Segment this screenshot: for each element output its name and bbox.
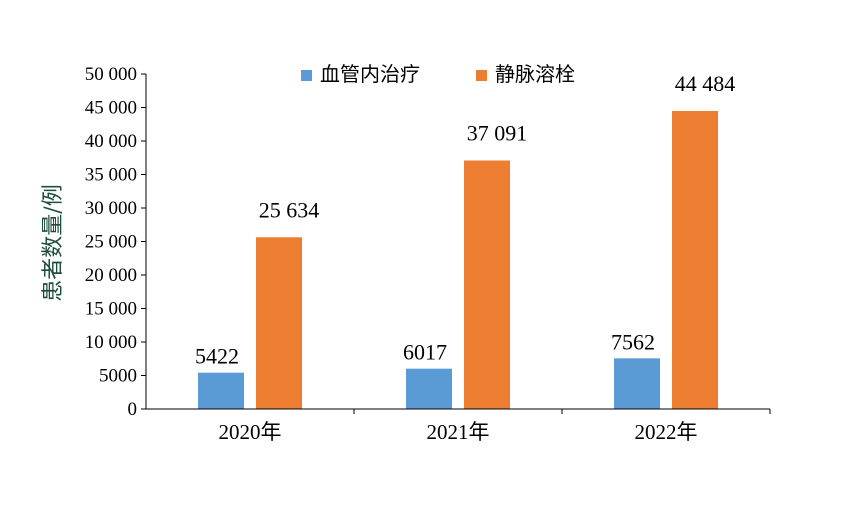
- bar: [198, 372, 244, 409]
- y-tick-label: 5000: [99, 366, 137, 387]
- x-category-label: 2022年: [635, 420, 698, 444]
- data-label: 6017: [403, 340, 447, 365]
- y-tick-label: 40 000: [85, 131, 137, 152]
- data-label: 5422: [195, 344, 239, 369]
- data-label: 44 484: [675, 71, 736, 96]
- bar: [256, 237, 302, 409]
- y-tick-label: 50 000: [85, 64, 137, 85]
- data-label: 37 091: [467, 120, 528, 145]
- y-tick-label: 15 000: [85, 299, 137, 320]
- y-tick-label: 20 000: [85, 265, 137, 286]
- x-category-label: 2020年: [219, 420, 282, 444]
- data-labels: 5422 25 634 6017 37 091 7562 44 484: [195, 71, 735, 369]
- y-tick-label: 10 000: [85, 332, 137, 353]
- y-tick-label: 45 000: [85, 98, 137, 119]
- legend-swatch: [476, 70, 487, 81]
- y-tick-label: 30 000: [85, 198, 137, 219]
- data-label: 25 634: [259, 197, 320, 222]
- legend-swatch: [301, 70, 312, 81]
- bars: [198, 110, 718, 409]
- bar: [672, 110, 718, 409]
- legend-label: 静脉溶栓: [495, 62, 575, 86]
- y-tick-label: 25 000: [85, 232, 137, 253]
- y-tick-label: 35 000: [85, 165, 137, 186]
- y-axis-ticks: 0 5000 10 000 15 000 20 000 25 000 30 000 35 00…: [85, 64, 146, 420]
- bar: [406, 368, 452, 409]
- data-label: 7562: [611, 329, 655, 354]
- x-axis-categories: 2020年 2021年 2022年: [219, 409, 771, 444]
- y-axis-label: 患者数量/例: [41, 184, 66, 301]
- legend: 血管内治疗 静脉溶栓: [301, 62, 575, 86]
- y-tick-label: 0: [128, 399, 138, 420]
- bar: [614, 358, 660, 409]
- bar: [464, 160, 510, 409]
- legend-label: 血管内治疗: [320, 62, 420, 86]
- x-category-label: 2021年: [427, 420, 490, 444]
